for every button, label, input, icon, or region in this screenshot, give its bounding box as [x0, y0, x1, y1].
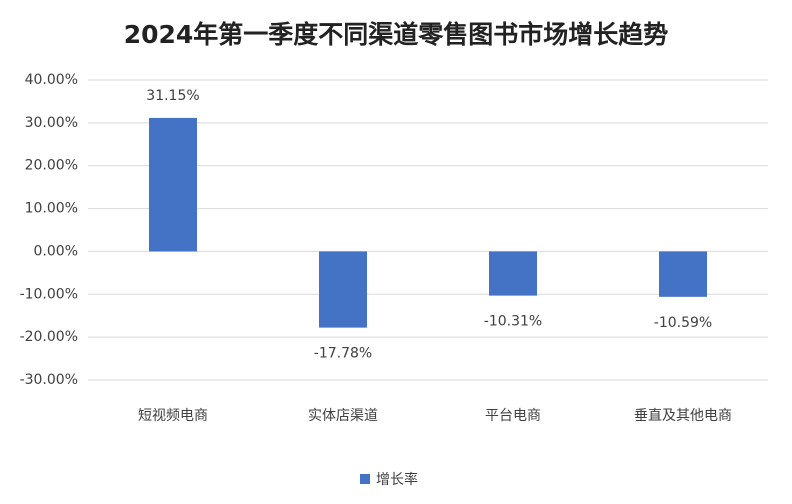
y-tick-label: 0.00%	[34, 243, 78, 259]
y-tick-label: 40.00%	[25, 72, 78, 88]
x-tick-label: 垂直及其他电商	[634, 407, 732, 424]
y-tick-label: 30.00%	[25, 115, 78, 131]
x-tick-label: 平台电商	[485, 408, 541, 424]
y-tick-label: -30.00%	[20, 372, 78, 388]
y-tick-label: 10.00%	[25, 201, 78, 217]
legend-swatch	[360, 474, 370, 484]
data-label: 31.15%	[146, 88, 199, 104]
bar	[489, 251, 537, 296]
legend-label: 增长率	[376, 471, 418, 488]
y-tick-label: 20.00%	[25, 158, 78, 174]
x-tick-label: 短视频电商	[138, 408, 208, 424]
x-tick-label: 实体店渠道	[308, 408, 378, 424]
y-tick-label: -10.00%	[20, 286, 78, 302]
bar	[659, 251, 707, 297]
data-label: -10.31%	[484, 314, 542, 330]
bar	[149, 117, 197, 252]
y-tick-label: -20.00%	[20, 329, 78, 345]
chart-title: 2024年第一季度不同渠道零售图书市场增长趋势	[124, 20, 669, 49]
data-label: -17.78%	[314, 346, 372, 362]
bar	[319, 251, 367, 328]
data-label: -10.59%	[654, 315, 712, 331]
